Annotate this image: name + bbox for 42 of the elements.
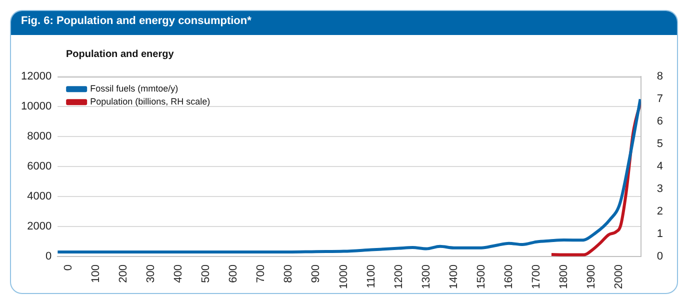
x-tick-label: 600 <box>228 264 240 283</box>
x-tick-label: 1300 <box>420 264 432 290</box>
x-tick-label: 1500 <box>475 264 488 290</box>
y2-tick-label: 0 <box>656 250 664 263</box>
chart-subtitle: Population and energy <box>66 49 175 60</box>
y2-tick-label: 2 <box>656 206 664 218</box>
y2-tick-label: 4 <box>656 160 664 173</box>
x-tick-label: 1400 <box>448 264 460 290</box>
x-tick-label: 1000 <box>338 264 350 290</box>
y-tick-label: 6000 <box>27 160 52 173</box>
x-tick-label: 1700 <box>530 264 542 290</box>
legend-label: Fossil fuels (mmtoe/y) <box>90 84 178 94</box>
x-tick-label: 1100 <box>365 264 378 288</box>
y2-tick-label: 6 <box>656 116 664 128</box>
x-tick-label: 900 <box>310 264 322 283</box>
y-tick-label: 0 <box>45 250 52 263</box>
y-tick-label: 10000 <box>20 100 52 113</box>
y-tick-label: 8000 <box>27 130 52 143</box>
line-series <box>58 98 641 254</box>
y2-tick-label: 1 <box>656 228 664 240</box>
legend-label: Population (billions, RH scale) <box>90 96 210 107</box>
x-tick-label: 400 <box>172 264 185 283</box>
x-tick-label: 1600 <box>502 264 515 290</box>
x-tick-label: 1800 <box>558 264 570 290</box>
y2-tick-label: 3 <box>656 183 664 196</box>
x-tick-label: 200 <box>118 264 130 283</box>
x-tick-label: 500 <box>200 264 212 283</box>
x-tick-label: 100 <box>90 264 102 283</box>
x-tick-label: 700 <box>255 264 268 283</box>
y2-tick-label: 8 <box>656 70 664 83</box>
x-tick-label: 0 <box>62 264 75 271</box>
y-tick-label: 2000 <box>27 220 52 233</box>
chart-title: Fig. 6: Population and energy consumption* <box>11 11 677 35</box>
x-tick-label: 1200 <box>392 264 405 290</box>
y-tick-label: 4000 <box>27 190 52 203</box>
x-tick-label: 300 <box>145 264 158 283</box>
x-tick-label: 2000 <box>612 264 625 290</box>
y-tick-label: 12000 <box>20 70 52 83</box>
x-tick-label: 1900 <box>585 264 598 290</box>
x-tick-label: 800 <box>282 264 295 283</box>
y2-tick-label: 5 <box>656 138 664 150</box>
y2-tick-label: 7 <box>656 93 664 106</box>
